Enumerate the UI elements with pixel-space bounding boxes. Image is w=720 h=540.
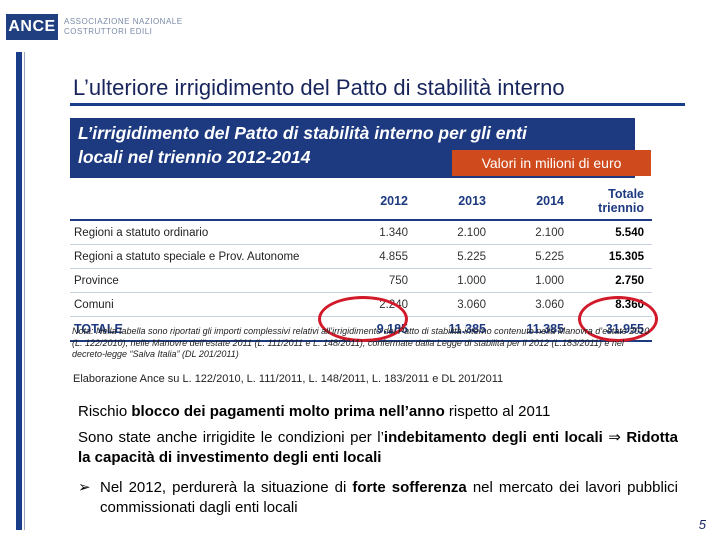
highlight-circle-totale xyxy=(578,296,658,342)
p3-text-c: nel mercato dei lavori pubblici commissi… xyxy=(100,479,678,516)
paragraph-pagamenti: Rischio blocco dei pagamenti molto prima… xyxy=(78,402,678,422)
cell-2014: 1.000 xyxy=(494,268,572,293)
header-2013: 2013 xyxy=(416,183,494,221)
header-label xyxy=(70,183,338,221)
p2-text-a: Sono state anche irrigidite le condizion… xyxy=(78,429,384,446)
p2-text-bold-2: Ridotta la capacità di investimento degl… xyxy=(78,429,678,466)
table-row: Regioni a statuto ordinario 1.340 2.100 … xyxy=(70,220,652,245)
p1-text-a: Rischio xyxy=(78,403,132,420)
table-note: Nota: Nella tabella sono riportati gli i… xyxy=(72,326,650,359)
total-2014: 11.385 xyxy=(494,316,572,342)
total-row-label: TOTALE xyxy=(70,316,338,342)
header-totale-triennio: Totale triennio xyxy=(572,183,652,221)
table-row: Regioni a statuto speciale e Prov. Auton… xyxy=(70,244,652,269)
table-box-title-line1: L’irrigidimento del Patto di stabilità i… xyxy=(78,123,527,143)
side-accent-bar xyxy=(16,52,22,530)
logo-subtitle: ASSOCIAZIONE NAZIONALE COSTRUTTORI EDILI xyxy=(64,17,183,37)
table-box-title: L’irrigidimento del Patto di stabilità i… xyxy=(70,118,635,178)
side-accent-rule xyxy=(24,52,25,530)
cell-2012: 4.855 xyxy=(338,244,416,269)
cell-total: 2.750 xyxy=(572,268,652,293)
cell-2013: 5.225 xyxy=(416,244,494,269)
paragraph-sofferenza: Nel 2012, perdurerà la situazione di for… xyxy=(100,478,678,518)
total-2013: 11.385 xyxy=(416,316,494,342)
title-underline xyxy=(70,103,685,106)
cell-2012: 1.340 xyxy=(338,220,416,245)
highlight-circle-2012 xyxy=(318,296,408,342)
slide-title: L’ulteriore irrigidimento del Patto di s… xyxy=(73,75,565,100)
p1-text-bold: blocco dei pagamenti molto prima nell’an… xyxy=(131,403,445,420)
row-label: Province xyxy=(70,268,338,293)
paragraph-indebitamento: Sono state anche irrigidite le condizion… xyxy=(78,428,678,468)
p1-text-c: rispetto al 2011 xyxy=(444,403,551,420)
ance-logo: ANCE xyxy=(6,14,58,40)
header-2014: 2014 xyxy=(494,183,572,221)
row-label: Comuni xyxy=(70,292,338,317)
row-label: Regioni a statuto speciale e Prov. Auton… xyxy=(70,244,338,269)
table-row: Province 750 1.000 1.000 2.750 xyxy=(70,268,652,293)
cell-2014: 3.060 xyxy=(494,292,572,317)
unit-badge: Valori in milioni di euro xyxy=(452,150,651,176)
cell-2012: 750 xyxy=(338,268,416,293)
header-2012: 2012 xyxy=(338,183,416,221)
p3-text-bold: forte sofferenza xyxy=(352,479,467,496)
cell-2014: 2.100 xyxy=(494,220,572,245)
p2-text-bold: indebitamento degli enti locali xyxy=(383,429,603,446)
logo-subtitle-line2: COSTRUTTORI EDILI xyxy=(64,27,153,36)
implies-arrow-icon: ⇒ xyxy=(602,429,627,446)
cell-2013: 2.100 xyxy=(416,220,494,245)
cell-total: 15.305 xyxy=(572,244,652,269)
table-source: Elaborazione Ance su L. 122/2010, L. 111… xyxy=(73,373,504,385)
row-label: Regioni a statuto ordinario xyxy=(70,220,338,245)
table-header-row: 2012 2013 2014 Totale triennio xyxy=(70,183,652,221)
page-number: 5 xyxy=(698,517,706,532)
cell-total: 5.540 xyxy=(572,220,652,245)
logo-subtitle-line1: ASSOCIAZIONE NAZIONALE xyxy=(64,17,183,26)
cell-2014: 5.225 xyxy=(494,244,572,269)
cell-2013: 3.060 xyxy=(416,292,494,317)
p3-text-a: Nel 2012, perdurerà la situazione di xyxy=(100,479,353,496)
table-box-title-line2: locali nel triennio 2012-2014 xyxy=(78,147,311,167)
arrow-bullet-icon: ➢ xyxy=(78,479,91,496)
cell-2013: 1.000 xyxy=(416,268,494,293)
